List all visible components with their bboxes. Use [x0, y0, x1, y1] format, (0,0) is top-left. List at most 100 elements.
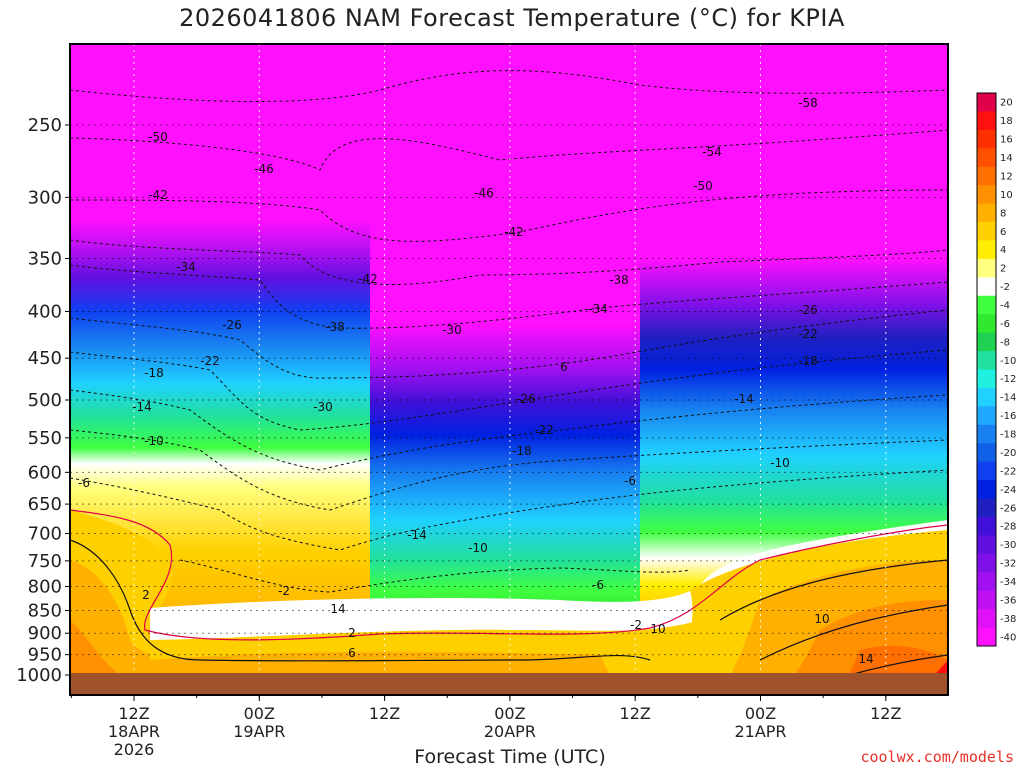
contour-label: 6 [560, 360, 568, 374]
contour-label: -38 [325, 320, 345, 334]
colorbar-swatch [977, 166, 996, 186]
colorbar-swatch [977, 553, 996, 573]
colorbar-swatch [977, 240, 996, 260]
y-tick-label: 300 [28, 187, 62, 208]
colorbar-label: 8 [1000, 208, 1006, 219]
contour-line [179, 559, 691, 593]
y-tick-label: 250 [28, 115, 62, 136]
x-tick-label: 12Z [870, 704, 901, 723]
contour-label: -2 [278, 584, 290, 598]
contour-label: -22 [200, 354, 220, 368]
colorbar-label: 2 [1000, 264, 1006, 275]
colorbar-label: -38 [1000, 614, 1016, 625]
contour-line-solid [70, 539, 651, 662]
x-tick-date: 20APR [484, 722, 536, 741]
x-tick-year: 2026 [114, 740, 155, 759]
contour-line [70, 309, 948, 379]
colorbar-swatch [977, 258, 996, 278]
contour-label: 14 [330, 602, 345, 616]
contour-label: -50 [148, 130, 168, 144]
x-tick-label: 00Z [745, 704, 776, 723]
colorbar-swatch [977, 627, 996, 647]
colorbar-label: 16 [1000, 135, 1013, 146]
contour-label: -26 [222, 318, 242, 332]
colorbar-swatch [977, 443, 996, 463]
colorbar-label: 4 [1000, 245, 1006, 256]
colorbar-label: -24 [1000, 485, 1016, 496]
contour-label: -42 [504, 225, 524, 239]
contour-label: 10 [814, 612, 829, 626]
y-tick-label: 850 [28, 601, 62, 622]
x-tick-label: 12Z [118, 704, 149, 723]
contour-label: 2 [348, 626, 356, 640]
contour-label: -10 [144, 434, 164, 448]
contour-label: -30 [313, 400, 333, 414]
colorbar-label: -2 [1000, 282, 1010, 293]
colorbar-border [976, 92, 997, 647]
contour-label: -50 [693, 179, 713, 193]
contour-label: -42 [358, 272, 378, 286]
colorbar-swatch [977, 111, 996, 131]
watermark-text: coolwx.com/models [860, 748, 1014, 766]
colorbar-swatch [977, 516, 996, 536]
y-tick-label: 500 [28, 390, 62, 411]
colorbar-label: 10 [1000, 190, 1013, 201]
colorbar-label: -16 [1000, 411, 1016, 422]
colorbar-swatch [977, 93, 996, 112]
colorbar-swatch [977, 129, 996, 149]
vertical-grid [133, 44, 887, 695]
colorbar-swatch [977, 590, 996, 610]
y-tick-label: 550 [28, 428, 62, 449]
colorbar-label: -26 [1000, 503, 1016, 514]
colorbar-label: -14 [1000, 393, 1016, 404]
colorbar-swatch [977, 295, 996, 315]
colorbar-swatch [977, 148, 996, 168]
warm-region-left [70, 510, 380, 695]
y-tick-label: 900 [28, 623, 62, 644]
colorbar-label: 12 [1000, 171, 1013, 182]
colorbar-swatch [977, 572, 996, 592]
contour-label: -46 [474, 186, 494, 200]
x-tick-date: 18APR [108, 722, 160, 741]
colorbar-label: -30 [1000, 540, 1016, 551]
colorbar-swatch [977, 222, 996, 241]
contour-label: 6 [348, 646, 356, 660]
contour-line [70, 349, 948, 431]
colorbar-label: -34 [1000, 577, 1016, 588]
colorbar-label: -36 [1000, 595, 1016, 606]
y-tick-label: 350 [28, 248, 62, 269]
contour-label: -18 [798, 354, 818, 368]
contour-label: 2 [142, 588, 150, 602]
warm-core-left [70, 560, 380, 695]
contour-line [70, 70, 948, 103]
dashed-contours [70, 70, 948, 593]
ground-surface [70, 673, 948, 695]
contour-label: -22 [798, 327, 818, 341]
x-tick-label: 00Z [244, 704, 275, 723]
contour-label: -46 [254, 162, 274, 176]
contour-label: -10 [770, 456, 790, 470]
colorbar-swatch [977, 369, 996, 389]
contour-line-solid [759, 604, 948, 661]
y-tick-label: 400 [28, 301, 62, 322]
colorbar-label: -8 [1000, 337, 1010, 348]
colorbar-label: 20 [1000, 98, 1013, 109]
x-tick-label: 12Z [620, 704, 651, 723]
colorbar-label: -6 [1000, 319, 1010, 330]
colorbar-swatch [977, 535, 996, 555]
plot-border [69, 43, 949, 696]
colorbar-label: -10 [1000, 356, 1016, 367]
chart-title: 2026041806 NAM Forecast Temperature (°C)… [179, 4, 845, 32]
colorbar-swatch [977, 277, 996, 297]
y-tick-label: 950 [28, 645, 62, 666]
colorbar-label: -20 [1000, 448, 1016, 459]
contour-line [70, 429, 948, 511]
colorbar-label: -18 [1000, 430, 1016, 441]
contour-label: -38 [609, 273, 629, 287]
contour-label: -26 [516, 392, 536, 406]
colorbar: 20 18 16 14 12 10 8 6 4 2 -2 -4 -6 -8 -10 -12 -14 -16 -18 -… [976, 92, 1016, 647]
colorbar-label: -22 [1000, 466, 1016, 477]
contour-label: -10 [468, 541, 488, 555]
colorbar-label: -4 [1000, 300, 1010, 311]
